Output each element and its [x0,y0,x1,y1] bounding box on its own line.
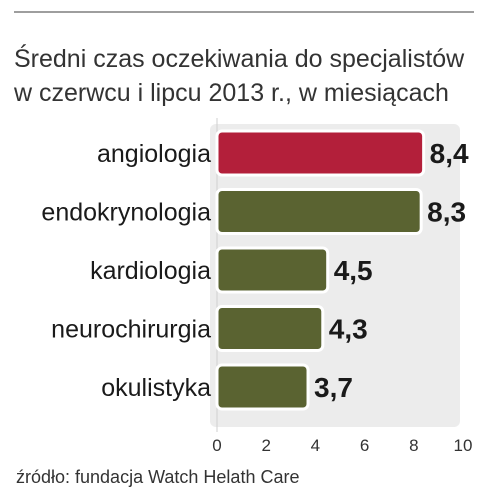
x-tick-label-8: 8 [409,436,418,455]
chart-title: Średni czas oczekiwania do specjalistów … [14,42,484,110]
bar-kardiologia [215,246,330,294]
bar-okulistyka [215,363,310,411]
value-label-kardiologia: 4,5 [334,255,373,286]
top-rule [14,11,474,13]
title-line-1: Średni czas oczekiwania do specjalistów [14,45,465,73]
value-label-angiologia: 8,4 [430,138,469,169]
x-tick-label-10: 10 [454,436,473,455]
source-note: źródło: fundacja Watch Helath Care [16,467,300,487]
category-label-kardiologia: kardiologia [90,257,211,285]
category-label-endokrynologia: endokrynologia [41,199,211,227]
title-line-2: w czerwcu i lipcu 2013 r., w miesiącach [14,79,449,107]
x-tick-label-0: 0 [212,436,221,455]
value-label-endokrynologia: 8,3 [427,197,466,228]
category-label-neurochirurgia: neurochirurgia [51,316,211,344]
category-label-okulistyka: okulistyka [101,374,211,402]
x-tick-label-2: 2 [261,436,270,455]
bar-angiologia [215,129,426,177]
value-label-okulistyka: 3,7 [314,372,353,403]
value-label-neurochirurgia: 4,3 [329,314,368,345]
category-label-angiologia: angiologia [97,140,211,168]
x-tick-label-6: 6 [360,436,369,455]
bar-endokrynologia [215,188,423,235]
bar-neurochirurgia [215,305,325,352]
x-tick-label-4: 4 [311,436,320,455]
